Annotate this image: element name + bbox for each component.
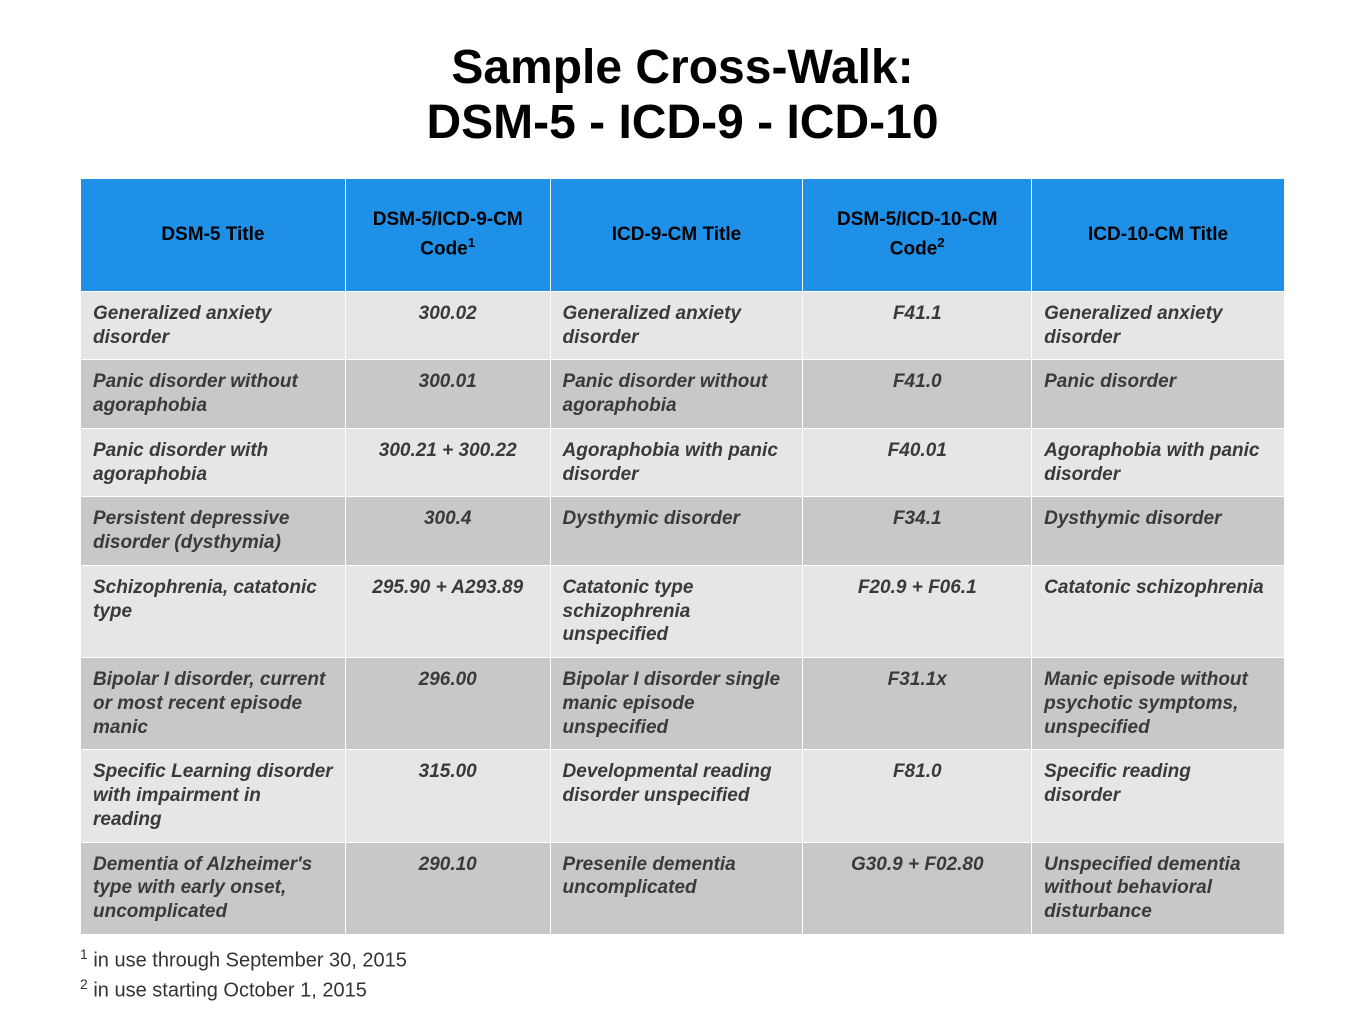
table-row: Bipolar I disorder, current or most rece… xyxy=(81,658,1285,750)
table-cell: Specific Learning disorder with impairme… xyxy=(81,750,346,842)
footnote: 2 in use starting October 1, 2015 xyxy=(80,975,1285,1005)
table-cell: F41.1 xyxy=(803,291,1032,360)
table-cell: Panic disorder without agoraphobia xyxy=(550,360,803,429)
table-header-cell: DSM-5/ICD-9-CMCode1 xyxy=(345,179,550,292)
table-cell: G30.9 + F02.80 xyxy=(803,842,1032,934)
table-cell: 296.00 xyxy=(345,658,550,750)
table-head: DSM-5 TitleDSM-5/ICD-9-CMCode1ICD-9-CM T… xyxy=(81,179,1285,292)
table-cell: Panic disorder without agoraphobia xyxy=(81,360,346,429)
table-cell: Agoraphobia with panic disorder xyxy=(1032,428,1285,497)
table-cell: Panic disorder xyxy=(1032,360,1285,429)
table-cell: 300.02 xyxy=(345,291,550,360)
page-title: Sample Cross-Walk: DSM-5 - ICD-9 - ICD-1… xyxy=(80,40,1285,150)
table-body: Generalized anxiety disorder300.02Genera… xyxy=(81,291,1285,934)
footnotes: 1 in use through September 30, 20152 in … xyxy=(80,945,1285,1004)
table-cell: 300.01 xyxy=(345,360,550,429)
table-header-row: DSM-5 TitleDSM-5/ICD-9-CMCode1ICD-9-CM T… xyxy=(81,179,1285,292)
table-cell: Bipolar I disorder single manic episode … xyxy=(550,658,803,750)
table-header-cell: ICD-9-CM Title xyxy=(550,179,803,292)
table-cell: 290.10 xyxy=(345,842,550,934)
crosswalk-table: DSM-5 TitleDSM-5/ICD-9-CMCode1ICD-9-CM T… xyxy=(80,178,1285,935)
table-cell: F41.0 xyxy=(803,360,1032,429)
table-row: Persistent depressive disorder (dysthymi… xyxy=(81,497,1285,566)
table-cell: Unspecified dementia without behavioral … xyxy=(1032,842,1285,934)
table-cell: 295.90 + A293.89 xyxy=(345,565,550,657)
table-cell: 300.4 xyxy=(345,497,550,566)
table-row: Schizophrenia, catatonic type295.90 + A2… xyxy=(81,565,1285,657)
table-cell: F34.1 xyxy=(803,497,1032,566)
table-cell: Manic episode without psychotic symptoms… xyxy=(1032,658,1285,750)
title-line-1: Sample Cross-Walk: xyxy=(451,41,913,94)
table-header-cell: DSM-5 Title xyxy=(81,179,346,292)
title-line-2: DSM-5 - ICD-9 - ICD-10 xyxy=(426,96,938,149)
table-cell: Developmental reading disorder unspecifi… xyxy=(550,750,803,842)
table-cell: 300.21 + 300.22 xyxy=(345,428,550,497)
table-cell: Generalized anxiety disorder xyxy=(1032,291,1285,360)
table-row: Dementia of Alzheimer's type with early … xyxy=(81,842,1285,934)
table-cell: F40.01 xyxy=(803,428,1032,497)
table-cell: Generalized anxiety disorder xyxy=(81,291,346,360)
table-cell: Dementia of Alzheimer's type with early … xyxy=(81,842,346,934)
table-cell: Schizophrenia, catatonic type xyxy=(81,565,346,657)
table-cell: Dysthymic disorder xyxy=(1032,497,1285,566)
table-cell: Bipolar I disorder, current or most rece… xyxy=(81,658,346,750)
table-header-cell: DSM-5/ICD-10-CMCode2 xyxy=(803,179,1032,292)
table-row: Specific Learning disorder with impairme… xyxy=(81,750,1285,842)
table-header-cell: ICD-10-CM Title xyxy=(1032,179,1285,292)
table-cell: Generalized anxiety disorder xyxy=(550,291,803,360)
table-cell: Dysthymic disorder xyxy=(550,497,803,566)
table-cell: F31.1x xyxy=(803,658,1032,750)
table-cell: Agoraphobia with panic disorder xyxy=(550,428,803,497)
page-container: Sample Cross-Walk: DSM-5 - ICD-9 - ICD-1… xyxy=(0,0,1365,1024)
table-row: Panic disorder with agoraphobia300.21 + … xyxy=(81,428,1285,497)
table-row: Panic disorder without agoraphobia300.01… xyxy=(81,360,1285,429)
table-cell: Specific reading disorder xyxy=(1032,750,1285,842)
table-cell: Persistent depressive disorder (dysthymi… xyxy=(81,497,346,566)
table-cell: F20.9 + F06.1 xyxy=(803,565,1032,657)
table-cell: Catatonic type schizophrenia unspecified xyxy=(550,565,803,657)
table-cell: F81.0 xyxy=(803,750,1032,842)
footnote: 1 in use through September 30, 2015 xyxy=(80,945,1285,975)
table-cell: Panic disorder with agoraphobia xyxy=(81,428,346,497)
table-cell: Catatonic schizophrenia xyxy=(1032,565,1285,657)
table-row: Generalized anxiety disorder300.02Genera… xyxy=(81,291,1285,360)
table-cell: 315.00 xyxy=(345,750,550,842)
table-cell: Presenile dementia uncomplicated xyxy=(550,842,803,934)
